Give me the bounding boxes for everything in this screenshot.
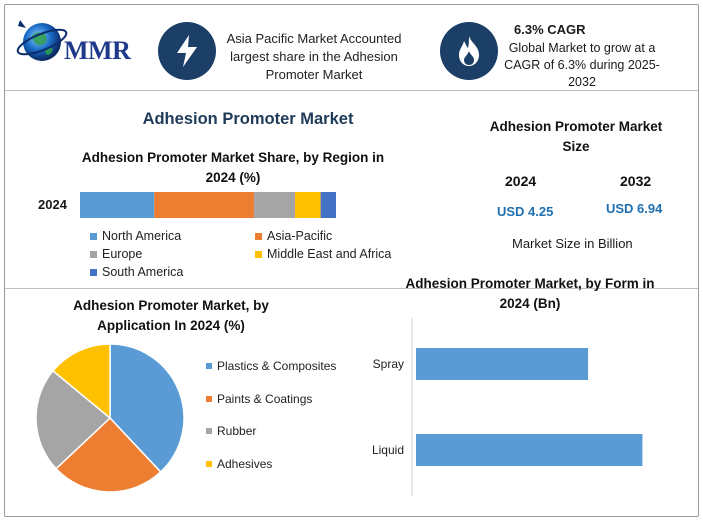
- legend-label: Asia-Pacific: [267, 229, 333, 243]
- market-size-year-2032: 2032: [620, 173, 652, 189]
- legend-label: Middle East and Africa: [267, 247, 392, 261]
- legend-swatch: [206, 461, 212, 467]
- market-size-year-2024: 2024: [505, 173, 537, 189]
- form-category-label: Liquid: [372, 443, 404, 457]
- pie-slice-plastics-composites: [109, 343, 185, 474]
- mmr-logo: MMR: [14, 12, 144, 70]
- pie-slice-adhesives: [51, 343, 111, 420]
- bolt-icon: [177, 35, 197, 67]
- region-chart-title: Adhesion Promoter Market Share, by Regio…: [81, 150, 385, 185]
- bolt-icon-badge: [158, 22, 216, 80]
- legend-mea: Middle East and Africa: [255, 247, 391, 261]
- legend-adhesives: Adhesives: [206, 457, 272, 471]
- legend-rubber: Rubber: [206, 424, 256, 438]
- region-stacked-bar: [80, 192, 336, 218]
- form-bar-chart: Spray Liquid: [372, 318, 643, 496]
- legend-north-america: North America: [90, 229, 181, 243]
- page-title: Adhesion Promoter Market: [142, 110, 354, 128]
- legend-label: Europe: [102, 247, 143, 261]
- region-segment-south-america: [320, 192, 336, 218]
- region-segment-asia-pacific: [154, 192, 255, 218]
- legend-asia-pacific: Asia-Pacific: [255, 229, 332, 243]
- pie-slice-paints-coatings: [54, 416, 162, 493]
- legend-swatch: [255, 232, 262, 240]
- application-pie-chart: [35, 343, 185, 493]
- cagr-title: 6.3% CAGR: [514, 22, 586, 37]
- legend-swatch: [90, 232, 97, 240]
- region-chart-category-label: 2024: [38, 197, 67, 212]
- market-size-title: Adhesion Promoter Market Size: [489, 119, 663, 154]
- infographic-frame: [4, 4, 699, 517]
- legend-swatch: [255, 250, 262, 258]
- legend-label: Adhesives: [217, 457, 273, 471]
- region-segment-europe: [254, 192, 296, 218]
- legend-south-america: South America: [90, 265, 183, 279]
- legend-label: Rubber: [217, 424, 257, 438]
- legend-europe: Europe: [90, 247, 142, 261]
- pie-slice-rubber: [35, 369, 112, 470]
- form-bar-spray: [416, 348, 589, 380]
- region-segment-middle-east-and-africa: [295, 192, 321, 218]
- globe-icon: [16, 20, 68, 61]
- logo-text: MMR: [64, 36, 131, 65]
- flame-icon: [459, 36, 479, 66]
- form-chart-title: Adhesion Promoter Market, by Form in 202…: [405, 276, 655, 311]
- region-share-note: Asia Pacific Market Accounted largest sh…: [226, 31, 402, 82]
- legend-label: Plastics & Composites: [217, 359, 337, 373]
- legend-swatch: [206, 428, 212, 434]
- legend-swatch: [90, 250, 97, 258]
- market-size-value-2032: USD 6.94: [606, 201, 663, 216]
- cagr-note: Global Market to grow at a CAGR of 6.3% …: [504, 41, 660, 89]
- section-divider: [5, 288, 698, 289]
- legend-plastics-composites: Plastics & Composites: [206, 359, 336, 373]
- market-size-value-2024: USD 4.25: [497, 204, 554, 219]
- legend-paints-coatings: Paints & Coatings: [206, 392, 312, 406]
- legend-swatch: [206, 396, 212, 402]
- form-bar-liquid: [416, 434, 643, 466]
- form-category-label: Spray: [373, 357, 404, 371]
- header-divider: [5, 90, 698, 91]
- legend-swatch: [206, 363, 212, 369]
- market-size-unit-note: Market Size in Billion: [512, 236, 633, 251]
- application-chart-title: Adhesion Promoter Market, by Application…: [73, 298, 269, 333]
- flame-icon-badge: [440, 22, 498, 80]
- legend-label: North America: [102, 229, 182, 243]
- legend-swatch: [90, 268, 97, 276]
- legend-label: South America: [102, 265, 184, 279]
- region-segment-north-america: [80, 192, 155, 218]
- legend-label: Paints & Coatings: [217, 392, 313, 406]
